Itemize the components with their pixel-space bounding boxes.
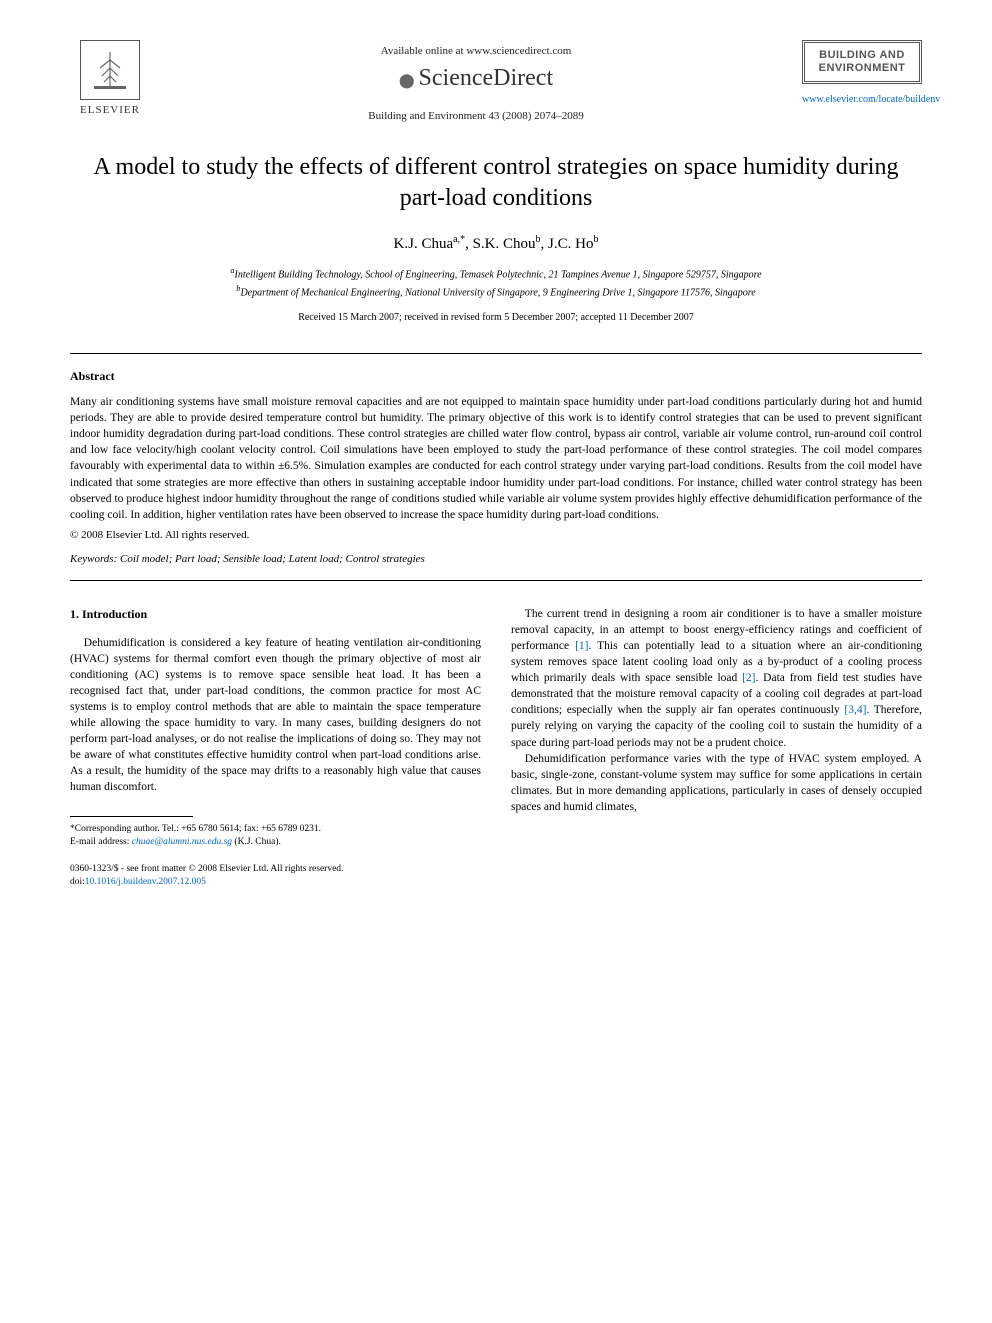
corresponding-footnote: *Corresponding author. Tel.: +65 6780 56… [70, 823, 481, 850]
email-line: E-mail address: chuae@alumni.nus.edu.sg … [70, 836, 481, 849]
section-1-heading: 1. Introduction [70, 606, 481, 623]
intro-paragraph-1: Dehumidification is considered a key fea… [70, 635, 481, 796]
affiliation-a: aIntelligent Building Technology, School… [70, 265, 922, 282]
affiliation-b: bDepartment of Mechanical Engineering, N… [70, 283, 922, 300]
author-2: S.K. Choub [473, 236, 541, 252]
keywords-label: Keywords: [70, 553, 117, 565]
abstract-copyright: © 2008 Elsevier Ltd. All rights reserved… [70, 529, 922, 541]
keywords-values: Coil model; Part load; Sensible load; La… [120, 553, 425, 565]
intro-paragraph-3: Dehumidification performance varies with… [511, 751, 922, 815]
two-column-body: 1. Introduction Dehumidification is cons… [70, 606, 922, 890]
divider-bottom [70, 580, 922, 581]
article-dates: Received 15 March 2007; received in revi… [70, 312, 922, 323]
author-1: K.J. Chuaa,* [394, 236, 466, 252]
journal-url-link[interactable]: www.elsevier.com/locate/buildenv [802, 94, 922, 105]
corresponding-email-link[interactable]: chuae@alumni.nus.edu.sg [132, 837, 232, 847]
divider-top [70, 353, 922, 354]
ref-3-4-link[interactable]: [3,4] [844, 704, 866, 716]
article-title: A model to study the effects of differen… [70, 152, 922, 214]
right-column: The current trend in designing a room ai… [511, 606, 922, 890]
elsevier-tree-icon [80, 40, 140, 100]
journal-box: BUILDING AND ENVIRONMENT www.elsevier.co… [802, 40, 922, 105]
doi-link[interactable]: 10.1016/j.buildenv.2007.12.005 [85, 877, 206, 887]
affiliations: aIntelligent Building Technology, School… [70, 265, 922, 300]
header-row: ELSEVIER Available online at www.science… [70, 40, 922, 122]
journal-title-box: BUILDING AND ENVIRONMENT [802, 40, 922, 84]
keywords-line: Keywords: Coil model; Part load; Sensibl… [70, 553, 922, 565]
sciencedirect-logo: ScienceDirect [150, 65, 802, 92]
available-online-text: Available online at www.sciencedirect.co… [150, 45, 802, 57]
author-3: J.C. Hob [548, 236, 598, 252]
ref-1-link[interactable]: [1] [575, 640, 588, 652]
footnote-divider [70, 816, 193, 817]
corresponding-author-line: *Corresponding author. Tel.: +65 6780 56… [70, 823, 481, 836]
left-column: 1. Introduction Dehumidification is cons… [70, 606, 481, 890]
journal-citation: Building and Environment 43 (2008) 2074–… [150, 110, 802, 122]
intro-paragraph-2: The current trend in designing a room ai… [511, 606, 922, 751]
footer-front-matter: 0360-1323/$ - see front matter © 2008 El… [70, 863, 481, 890]
abstract-heading: Abstract [70, 369, 922, 384]
doi-line: doi:10.1016/j.buildenv.2007.12.005 [70, 876, 481, 889]
ref-2-link[interactable]: [2] [742, 672, 755, 684]
publisher-logo: ELSEVIER [70, 40, 150, 116]
abstract-body: Many air conditioning systems have small… [70, 394, 922, 523]
authors-line: K.J. Chuaa,*, S.K. Choub, J.C. Hob [70, 234, 922, 253]
center-header: Available online at www.sciencedirect.co… [150, 40, 802, 122]
publisher-name: ELSEVIER [70, 104, 150, 116]
